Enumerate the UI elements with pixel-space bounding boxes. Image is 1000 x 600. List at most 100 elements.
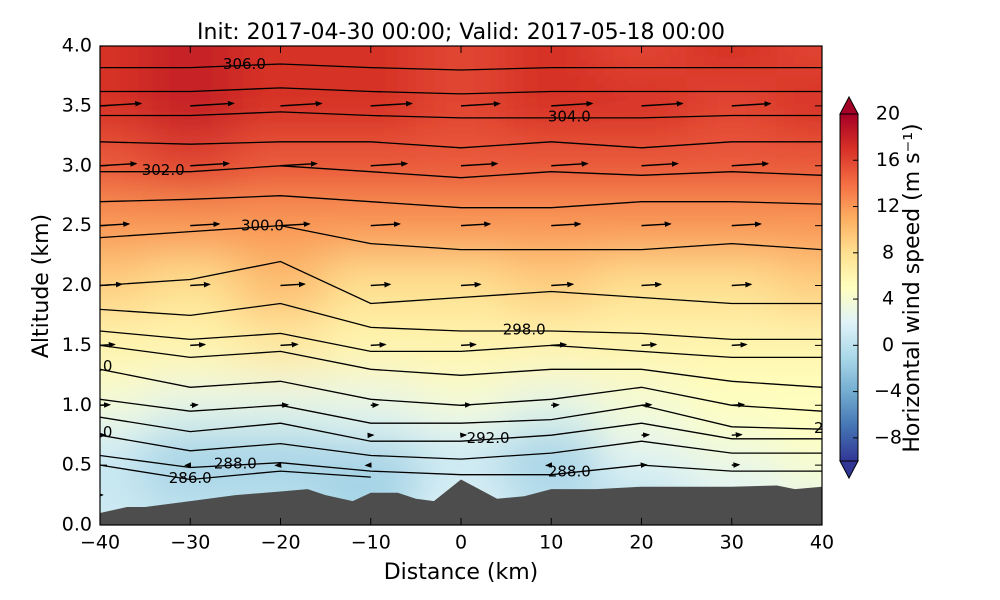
- contour-label: 288.0: [548, 462, 591, 480]
- x-tick-label: 20: [629, 532, 653, 554]
- contour-label: 300.0: [241, 216, 284, 234]
- y-tick-label: 2.0: [62, 274, 92, 296]
- isentrope: [100, 330, 822, 359]
- wind-vector: [551, 221, 582, 228]
- x-tick-label: 40: [810, 532, 834, 554]
- contour-label: 304.0: [548, 107, 591, 125]
- x-axis-label: Distance (km): [384, 560, 539, 585]
- wind-vector: [460, 281, 482, 288]
- contour-label: 298.0: [503, 321, 546, 339]
- wind-vector: [821, 434, 822, 436]
- isentrope: [100, 87, 822, 95]
- wind-vector: [821, 344, 822, 346]
- wind-vector: [190, 342, 207, 348]
- wind-vector: [190, 160, 231, 167]
- wind-vector: [731, 342, 748, 348]
- wind-vector: [190, 281, 211, 288]
- wind-vector: [190, 100, 235, 107]
- wind-vector: [641, 221, 672, 228]
- x-tick-label: 0: [455, 532, 467, 554]
- wind-vector: [460, 161, 499, 167]
- colorbar-tick-label: 4: [882, 288, 894, 310]
- colorbar-label: Horizontal wind speed (m s⁻¹): [900, 123, 925, 452]
- terrain: [100, 479, 822, 525]
- colorbar-tick-label: 12: [876, 195, 900, 217]
- wind-vector: [280, 341, 299, 348]
- wind-vector: [370, 100, 413, 107]
- speed-cell: [100, 75, 146, 136]
- wind-vector: [370, 342, 387, 348]
- y-tick-label: 3.0: [62, 154, 92, 176]
- colorbar-tick-label: 20: [876, 103, 900, 125]
- isentrope: [100, 454, 822, 476]
- wind-vector: [641, 100, 684, 107]
- contour-label: 295.0: [69, 357, 112, 375]
- wind-vector: [821, 105, 822, 106]
- colorbar-extend-max: [839, 95, 859, 115]
- speed-cell: [776, 255, 822, 316]
- isentrope: [100, 344, 822, 388]
- wind-vector: [641, 161, 679, 167]
- wind-vector: [190, 221, 221, 228]
- contour-label: 286.0: [169, 469, 212, 487]
- wind-vector: [370, 161, 409, 167]
- y-tick-label: 1.0: [62, 394, 92, 416]
- wind-vector: [641, 342, 658, 348]
- x-tick-label: 10: [539, 532, 563, 554]
- wind-vector: [821, 404, 822, 406]
- contour-label: 290.0: [69, 423, 112, 441]
- wind-vector: [731, 281, 753, 288]
- wind-vector: [731, 402, 746, 408]
- wind-vector: [551, 100, 594, 107]
- wind-vector: [731, 101, 772, 107]
- wind-vector: [460, 342, 477, 348]
- speed-cell: [776, 450, 822, 481]
- speed-cell: [506, 375, 597, 421]
- speed-cell: [325, 375, 416, 421]
- isentrope: [100, 398, 822, 430]
- wind-vector: [460, 101, 501, 107]
- colorbar-tick-label: −4: [874, 380, 902, 402]
- wind-vector: [731, 432, 743, 438]
- y-tick-label: 0.0: [62, 514, 92, 536]
- speed-cell: [686, 375, 777, 421]
- speed-cell: [100, 255, 146, 316]
- colorbar-tick-label: 0: [882, 334, 894, 356]
- wind-vector: [641, 402, 653, 408]
- wind-vector: [280, 281, 306, 288]
- wind-vector: [460, 402, 472, 408]
- speed-cell: [100, 46, 146, 76]
- wind-vector: [370, 281, 392, 288]
- speed-cell: [100, 420, 146, 451]
- isentrope: [100, 302, 822, 341]
- wind-vector: [731, 221, 762, 228]
- speed-cell: [776, 375, 822, 421]
- wind-vector: [822, 44, 860, 46]
- isentrope: [100, 260, 822, 305]
- speed-cell: [235, 420, 326, 451]
- x-tick-label: −10: [351, 532, 391, 554]
- speed-cell: [776, 315, 822, 376]
- isentrope: [100, 464, 371, 481]
- wind-vector: [280, 221, 311, 228]
- speed-cell: [100, 195, 146, 256]
- contour-label: 302.0: [142, 161, 185, 179]
- y-tick-label: 0.5: [62, 454, 92, 476]
- isentrope: [100, 434, 822, 460]
- wind-vector: [551, 161, 589, 167]
- isentrope: [100, 111, 822, 119]
- isentrope: [100, 416, 822, 442]
- wind-vector: [641, 281, 663, 288]
- speed-cell: [100, 450, 146, 481]
- wind-vector: [460, 221, 492, 228]
- colorbar-tick-label: −8: [874, 426, 902, 448]
- speed-cell: [776, 75, 822, 136]
- isentrope: [100, 195, 822, 209]
- isentrope: [100, 141, 822, 149]
- wind-vector: [551, 281, 575, 288]
- speed-cell: [100, 315, 146, 376]
- wind-vector: [551, 342, 568, 348]
- y-tick-label: 4.0: [62, 35, 92, 57]
- speed-cell: [415, 450, 507, 481]
